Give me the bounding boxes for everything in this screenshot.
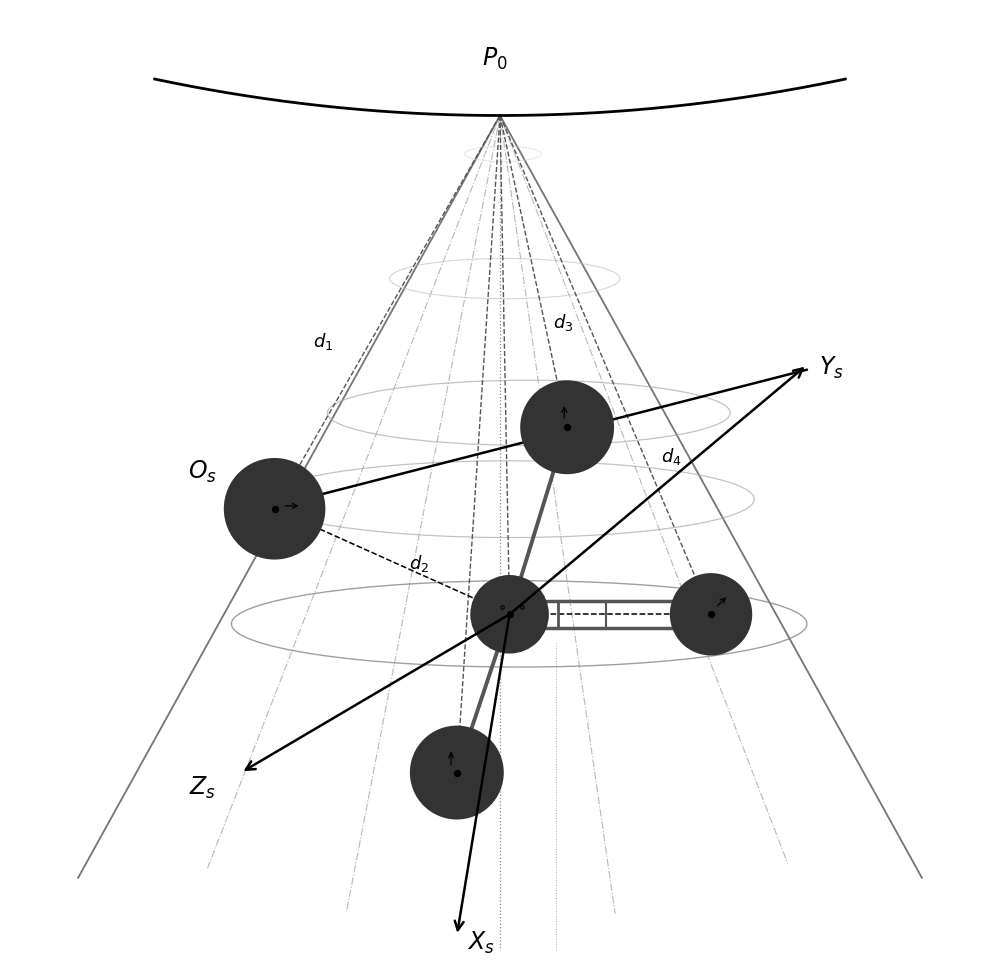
Circle shape <box>521 382 613 474</box>
Text: $d_3$: $d_3$ <box>553 311 573 333</box>
Text: $X_s$: $X_s$ <box>467 929 495 955</box>
Circle shape <box>225 459 324 559</box>
Circle shape <box>671 575 751 654</box>
Point <box>502 607 518 623</box>
Text: $d_2$: $d_2$ <box>409 553 429 574</box>
Text: $Z_s$: $Z_s$ <box>189 774 216 801</box>
Text: $P_0$: $P_0$ <box>482 46 508 72</box>
Text: $d_4$: $d_4$ <box>661 445 682 466</box>
Point <box>559 420 575 435</box>
Point <box>449 765 465 780</box>
Circle shape <box>411 727 503 819</box>
Point <box>703 607 719 623</box>
Point <box>267 502 283 517</box>
Text: $d_1$: $d_1$ <box>313 331 333 352</box>
Text: $Y_s$: $Y_s$ <box>819 355 843 381</box>
Circle shape <box>471 577 548 653</box>
Text: $O_s$: $O_s$ <box>188 457 217 484</box>
